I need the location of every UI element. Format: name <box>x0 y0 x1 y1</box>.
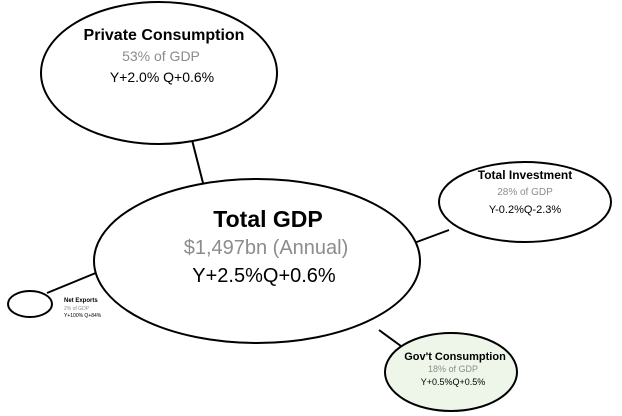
private-consumption-share: 53% of GDP <box>122 48 200 64</box>
node-net-exports: Net Exports 2% of GDP Y+100% Q+84% <box>7 290 102 319</box>
node-total-gdp: Total GDP $1,497bn (Annual) Y+2.5%Q+0.6% <box>93 178 421 344</box>
govt-consumption-share: 18% of GDP <box>428 364 478 374</box>
total-investment-growth: Y-0.2%Q-2.3% <box>489 204 562 216</box>
total-gdp-subtitle: $1,497bn (Annual) <box>184 237 349 259</box>
node-private-consumption: Private Consumption 53% of GDP Y+2.0% Q+… <box>40 1 278 145</box>
total-investment-share: 28% of GDP <box>497 187 553 198</box>
net-exports-title: Net Exports <box>64 298 98 304</box>
node-govt-consumption: Gov't Consumption 18% of GDP Y+0.5%Q+0.5… <box>384 332 518 412</box>
total-gdp-ellipse <box>93 178 421 344</box>
govt-consumption-growth: Y+0.5%Q+0.5% <box>421 377 486 387</box>
total-gdp-title: Total GDP <box>213 206 322 232</box>
net-exports-share: 2% of GDP <box>64 306 90 312</box>
total-investment-title: Total Investment <box>478 168 572 182</box>
connector-net-exports <box>46 269 104 294</box>
total-gdp-growth: Y+2.5%Q+0.6% <box>192 265 336 287</box>
private-consumption-title: Private Consumption <box>84 27 245 44</box>
govt-consumption-title: Gov't Consumption <box>404 351 506 363</box>
connector-private-consumption <box>191 139 204 184</box>
private-consumption-ellipse <box>40 1 278 145</box>
net-exports-ellipse <box>7 290 53 318</box>
net-exports-growth: Y+100% Q+84% <box>64 313 102 319</box>
private-consumption-growth: Y+2.0% Q+0.6% <box>110 69 214 85</box>
node-total-investment: Total Investment 28% of GDP Y-0.2%Q-2.3% <box>438 161 612 243</box>
connector-total-investment <box>413 229 450 244</box>
total-investment-ellipse <box>438 161 612 243</box>
govt-consumption-ellipse <box>384 332 518 412</box>
